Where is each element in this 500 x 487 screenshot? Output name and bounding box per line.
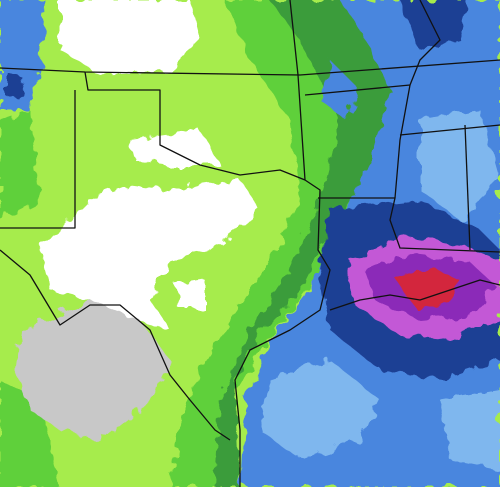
rain-medium-green <box>0 380 60 487</box>
no-rain <box>60 0 200 75</box>
no-rain <box>175 280 205 310</box>
no-rain <box>130 130 220 165</box>
rain-navy <box>400 0 470 50</box>
border <box>394 84 411 199</box>
rain-medium-green <box>0 110 40 220</box>
no-data-gray <box>15 300 170 440</box>
rain-light-blue <box>260 360 380 460</box>
rain-dark-green <box>215 0 400 487</box>
gulf-coast <box>329 279 500 311</box>
border <box>0 90 76 229</box>
border <box>304 0 441 96</box>
border <box>464 124 471 251</box>
border <box>84 71 306 181</box>
border <box>399 124 500 136</box>
border <box>0 59 500 76</box>
rain-medium-green <box>170 0 380 487</box>
rain-light-blue <box>440 390 500 470</box>
rain-navy <box>5 70 25 100</box>
rain-light-blue <box>420 110 500 220</box>
rio-grande <box>0 249 231 441</box>
rain-blue <box>320 60 360 120</box>
no-rain <box>40 180 260 330</box>
texas-border <box>234 0 331 487</box>
border <box>318 197 500 253</box>
